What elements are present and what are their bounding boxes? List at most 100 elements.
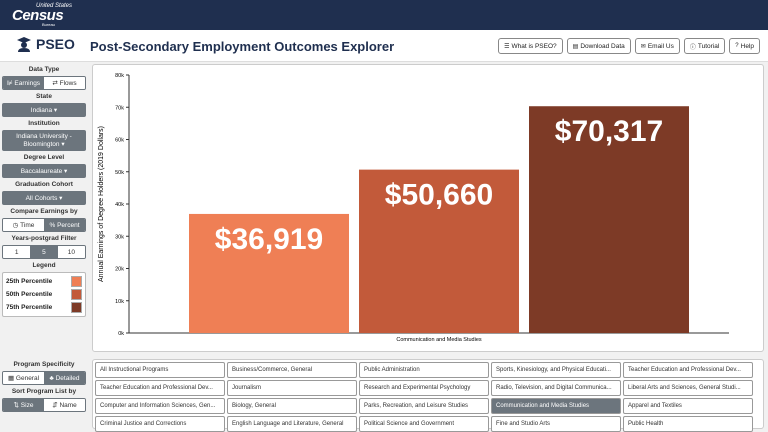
logo-line-1: United States bbox=[36, 3, 73, 9]
logo-line-3: Bureau bbox=[42, 22, 55, 27]
general-option[interactable]: ▦ General bbox=[3, 372, 44, 384]
sort-icon: ⇅ bbox=[13, 402, 21, 409]
button-label: Download Data bbox=[580, 42, 625, 50]
program-button[interactable]: Political Science and Government bbox=[359, 416, 489, 432]
tutorial-button[interactable]: ⓘ Tutorial bbox=[683, 38, 726, 54]
sort-toggle: ⇅ Size ⇵ Name bbox=[2, 398, 86, 412]
brand-name: PSEO bbox=[36, 36, 75, 52]
program-button[interactable]: English Language and Literature, General bbox=[227, 416, 357, 432]
degree-level-dropdown[interactable]: Baccalaureate ▾ bbox=[2, 164, 86, 178]
state-dropdown[interactable]: Indiana ▾ bbox=[2, 103, 86, 117]
option-label: Size bbox=[20, 401, 34, 409]
calendar-icon: ▦ bbox=[7, 375, 16, 382]
y-tick-label: 20k bbox=[115, 267, 124, 273]
program-button[interactable]: Parks, Recreation, and Leisure Studies bbox=[359, 398, 489, 414]
bar-value-label: $70,317 bbox=[555, 115, 663, 148]
option-label: Earnings bbox=[14, 79, 41, 87]
program-button[interactable]: Radio, Television, and Digital Communica… bbox=[491, 380, 621, 396]
sort-size-option[interactable]: ⇅ Size bbox=[3, 399, 44, 411]
email-us-button[interactable]: ✉ Email Us bbox=[634, 38, 680, 54]
swatch-50 bbox=[71, 289, 82, 300]
compare-earnings-label: Compare Earnings by bbox=[10, 208, 78, 215]
program-sidebar: Program Specificity ▦ General ♣ Detailed… bbox=[0, 358, 88, 412]
time-option[interactable]: ◷ Time bbox=[3, 219, 44, 231]
program-list: All Instructional Programs Business/Comme… bbox=[92, 359, 764, 432]
brand[interactable]: PSEO bbox=[16, 36, 75, 52]
bar-75th-percentile bbox=[529, 106, 689, 333]
y-tick-label: 50k bbox=[115, 170, 124, 176]
percent-icon: % bbox=[49, 221, 58, 229]
y-tick-label: 60k bbox=[115, 138, 124, 144]
button-label: Help bbox=[740, 42, 754, 50]
x-category-label: Communication and Media Studies bbox=[396, 337, 482, 343]
program-button[interactable]: Teacher Education and Professional Dev..… bbox=[95, 380, 225, 396]
percent-option[interactable]: % Percent bbox=[44, 219, 85, 231]
program-button[interactable]: Computer and Information Sciences, Gen..… bbox=[95, 398, 225, 414]
sort-program-label: Sort Program List by bbox=[11, 388, 77, 395]
legend-label-50: 50th Percentile bbox=[6, 291, 53, 298]
bar-value-label: $50,660 bbox=[385, 179, 493, 212]
program-button[interactable]: Communication and Media Studies bbox=[491, 398, 621, 414]
legend-item: 75th Percentile bbox=[6, 301, 82, 314]
filter-sidebar: Data Type ⊯ Earnings ⇄ Flows State India… bbox=[0, 63, 88, 317]
legend-label-25: 25th Percentile bbox=[6, 278, 53, 285]
program-button[interactable]: All Instructional Programs bbox=[95, 362, 225, 378]
y-tick-label: 80k bbox=[115, 73, 124, 79]
option-label: Flows bbox=[59, 79, 77, 87]
program-button[interactable]: Criminal Justice and Corrections bbox=[95, 416, 225, 432]
program-button[interactable]: Apparel and Textiles bbox=[623, 398, 753, 414]
clock-icon: ◷ bbox=[12, 222, 21, 229]
program-button[interactable]: Research and Experimental Psychology bbox=[359, 380, 489, 396]
years-1-option[interactable]: 1 bbox=[3, 246, 31, 258]
graduation-cohort-dropdown[interactable]: All Cohorts ▾ bbox=[2, 191, 86, 205]
data-type-toggle: ⊯ Earnings ⇄ Flows bbox=[2, 76, 86, 90]
toolbar: ☰ What is PSEO? ▤ Download Data ✉ Email Us … bbox=[498, 38, 760, 54]
flows-option[interactable]: ⇄ Flows bbox=[44, 77, 85, 89]
program-button[interactable]: Biology, General bbox=[227, 398, 357, 414]
y-tick-label: 30k bbox=[115, 234, 124, 240]
envelope-icon: ✉ bbox=[640, 43, 646, 50]
bar-25th-percentile bbox=[189, 213, 349, 333]
chart-icon: ⊯ bbox=[6, 80, 15, 87]
program-button[interactable]: Journalism bbox=[227, 380, 357, 396]
swatch-75 bbox=[71, 302, 82, 313]
program-button[interactable]: Public Administration bbox=[359, 362, 489, 378]
program-button[interactable]: Business/Commerce, General bbox=[227, 362, 357, 378]
logo-line-2: Census bbox=[12, 7, 64, 24]
bar-50th-percentile bbox=[359, 169, 519, 333]
years-10-option[interactable]: 10 bbox=[57, 246, 85, 258]
years-5-option[interactable]: 5 bbox=[30, 246, 58, 258]
program-specificity-label: Program Specificity bbox=[13, 361, 75, 368]
sitemap-icon: ♣ bbox=[49, 374, 56, 382]
help-button[interactable]: ? Help bbox=[729, 38, 760, 54]
years-toggle: 1 5 10 bbox=[2, 245, 86, 259]
program-button[interactable]: Public Health bbox=[623, 416, 753, 432]
program-button[interactable]: Liberal Arts and Sciences, General Studi… bbox=[623, 380, 753, 396]
earnings-chart: 0k 10k 20k 30k 40k 50k 60k 70k 80k Annual Earning… bbox=[92, 64, 764, 352]
top-bar: United States Census Bureau bbox=[0, 0, 768, 30]
legend-item: 25th Percentile bbox=[6, 275, 82, 288]
y-tick-label: 10k bbox=[115, 299, 124, 305]
legend-label-75: 75th Percentile bbox=[6, 304, 53, 311]
graduate-icon bbox=[17, 37, 31, 52]
detailed-option[interactable]: ♣ Detailed bbox=[44, 372, 85, 384]
swatch-25 bbox=[71, 276, 82, 287]
button-label: Tutorial bbox=[697, 42, 720, 50]
bar-value-label: $36,919 bbox=[215, 223, 323, 256]
page-title: Post-Secondary Employment Outcomes Explo… bbox=[90, 39, 395, 54]
institution-dropdown[interactable]: Indiana University - Bloomington ▾ bbox=[2, 130, 86, 151]
years-postgrad-label: Years-postgrad Filter bbox=[11, 235, 77, 242]
earnings-option[interactable]: ⊯ Earnings bbox=[3, 77, 44, 89]
info-icon: ⓘ bbox=[689, 44, 696, 51]
app-header: PSEO Post-Secondary Employment Outcomes … bbox=[0, 30, 768, 62]
download-data-button[interactable]: ▤ Download Data bbox=[566, 38, 631, 54]
legend-label: Legend bbox=[32, 262, 56, 269]
sort-name-option[interactable]: ⇵ Name bbox=[44, 399, 85, 411]
bar-chart-svg: 0k 10k 20k 30k 40k 50k 60k 70k 80k Annual Earning… bbox=[98, 73, 729, 343]
sort-alpha-icon: ⇵ bbox=[52, 402, 60, 409]
program-button[interactable]: Teacher Education and Professional Dev..… bbox=[623, 362, 753, 378]
y-tick-label: 70k bbox=[115, 105, 124, 111]
what-is-pseo-button[interactable]: ☰ What is PSEO? bbox=[498, 38, 563, 54]
program-button[interactable]: Sports, Kinesiology, and Physical Educat… bbox=[491, 362, 621, 378]
program-button[interactable]: Fine and Studio Arts bbox=[491, 416, 621, 432]
